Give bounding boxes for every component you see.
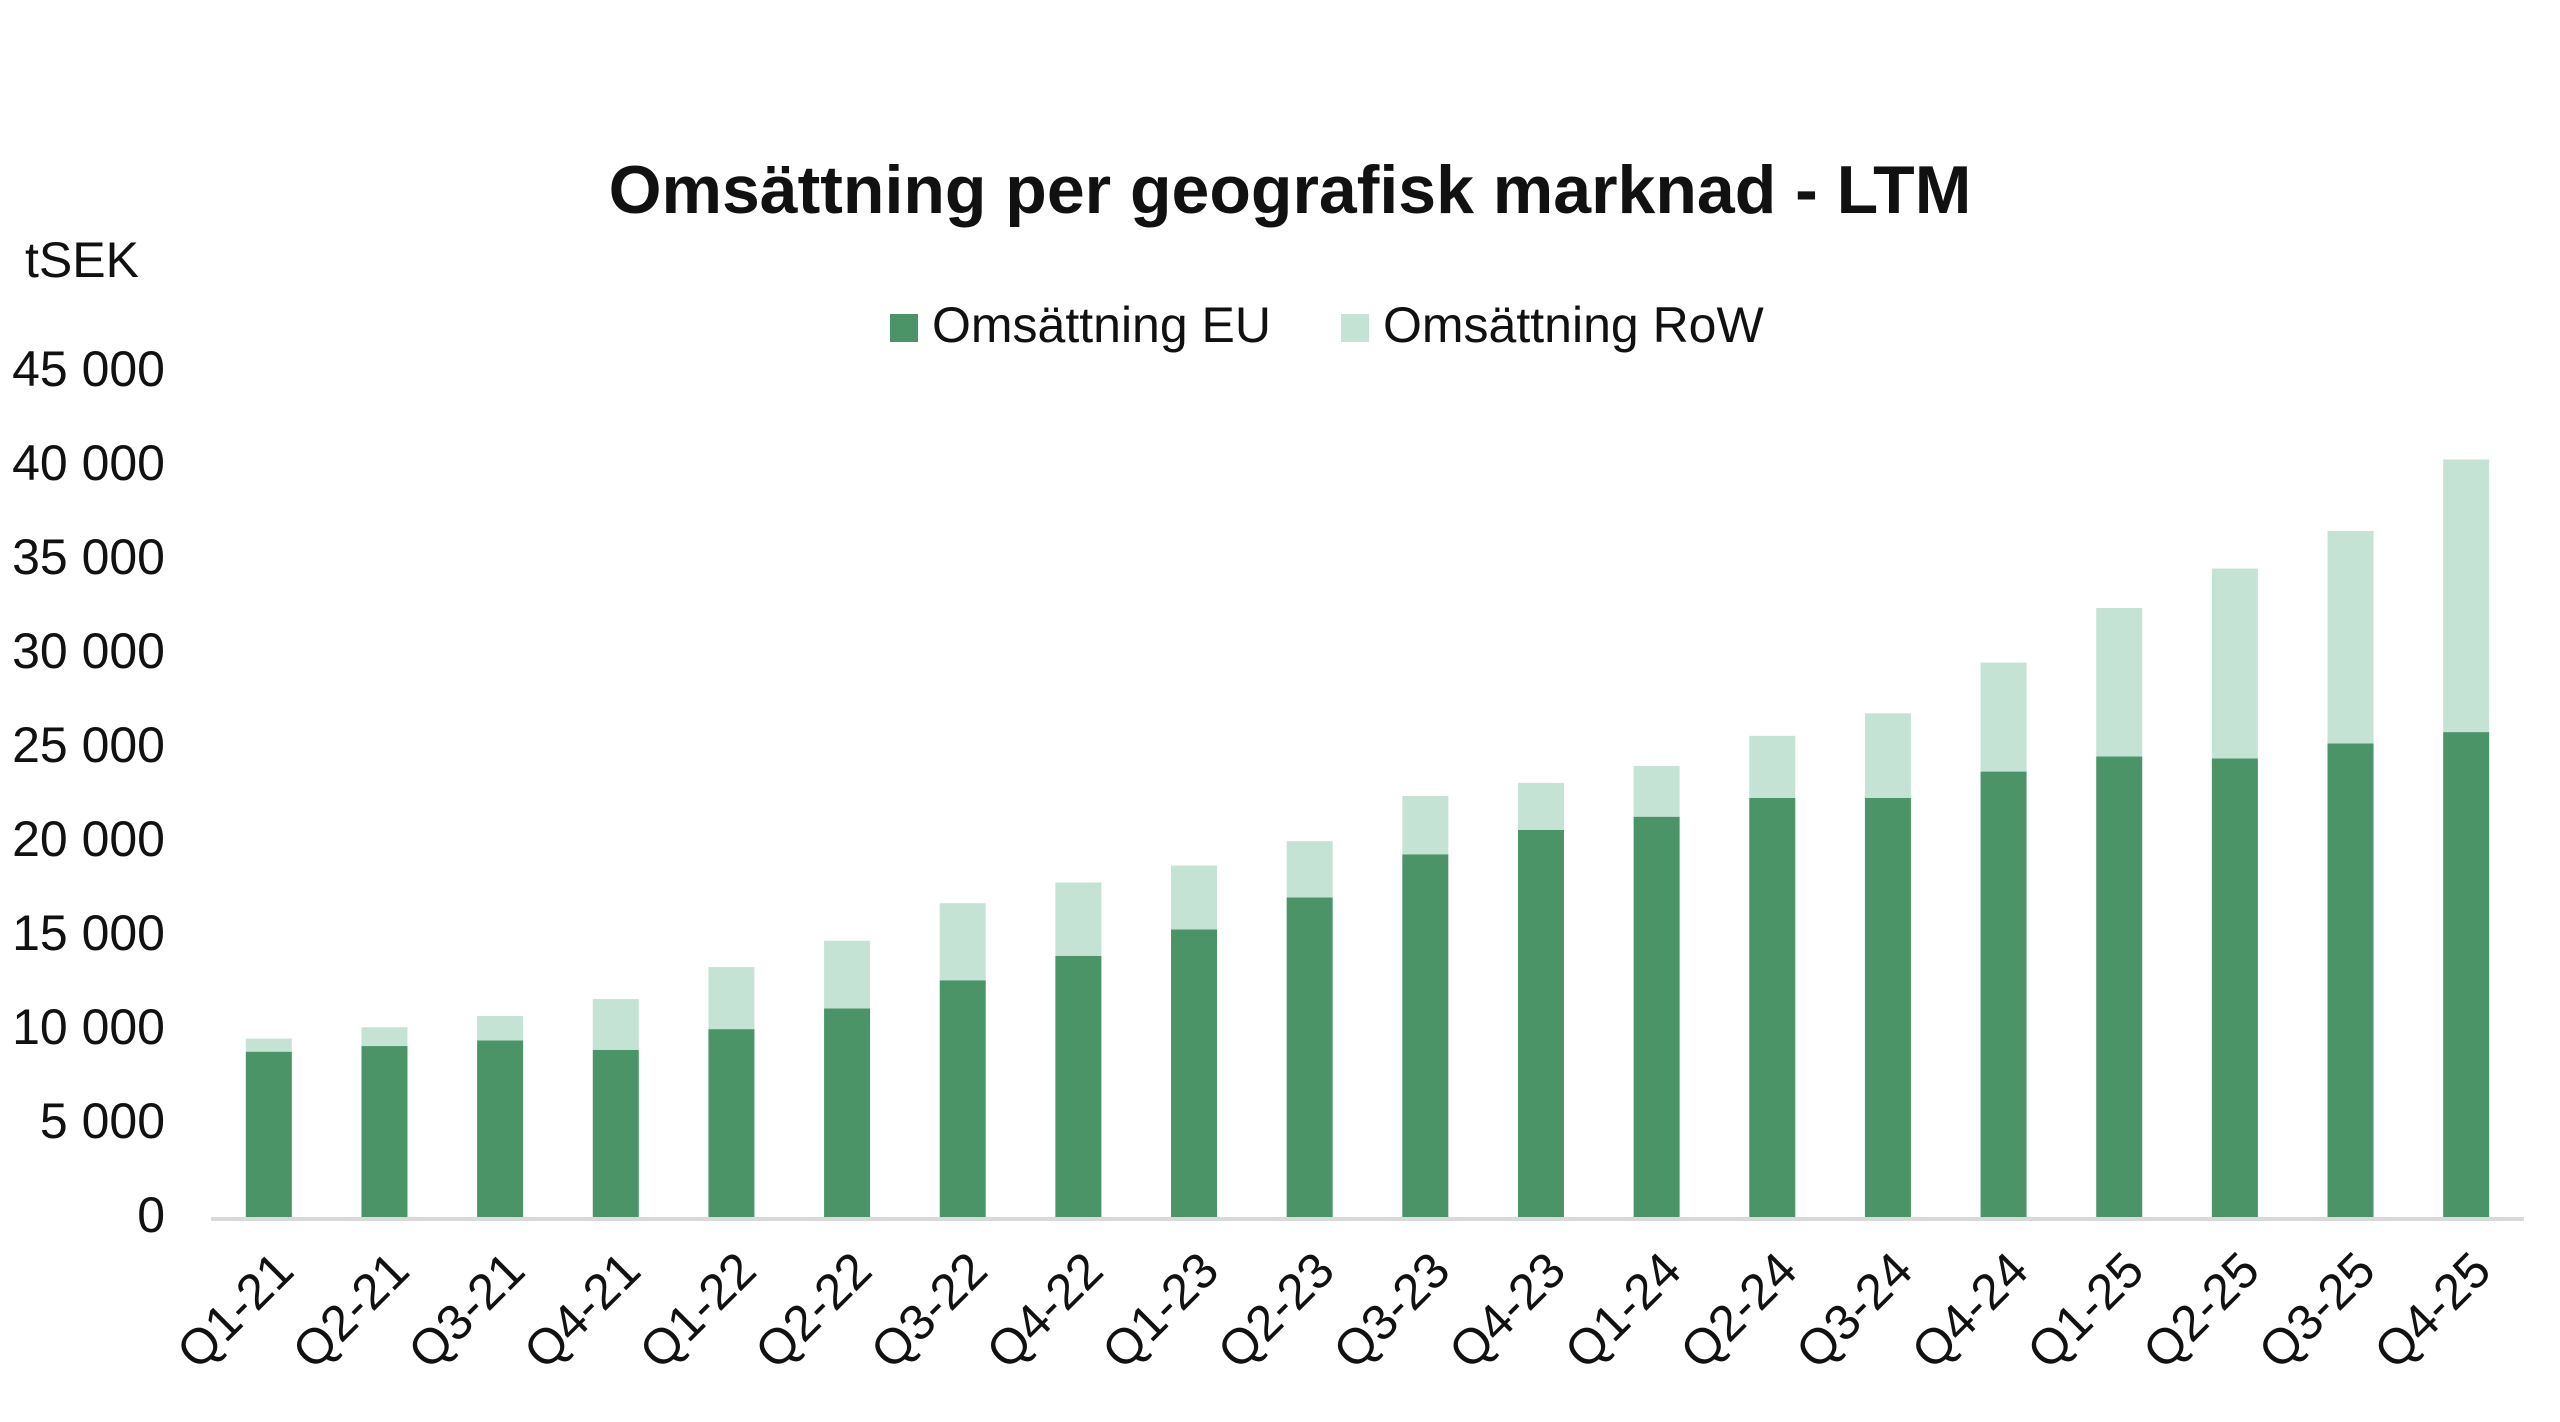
y-tick-label: 30 000	[12, 623, 165, 679]
bar-segment	[1286, 897, 1333, 1219]
bar-segment	[1980, 771, 2027, 1219]
y-tick-label: 10 000	[12, 999, 165, 1055]
y-tick-label: 0	[137, 1187, 165, 1243]
y-tick-label: 5 000	[40, 1093, 165, 1149]
bar-segment	[1055, 882, 1102, 956]
x-tick-label: Q1-23	[1091, 1242, 1229, 1380]
x-tick-label: Q2-21	[282, 1242, 420, 1380]
bar-segment	[2327, 530, 2374, 744]
x-tick-label: Q2-22	[744, 1242, 882, 1380]
bar-segment	[2443, 459, 2490, 733]
x-tick-label: Q4-21	[513, 1242, 651, 1380]
bar-segment	[1171, 865, 1218, 930]
bar-segment	[1864, 713, 1911, 798]
bar-segment	[1171, 929, 1218, 1219]
x-tick-label: Q1-22	[629, 1242, 767, 1380]
bar-segment	[1633, 816, 1680, 1219]
x-tick-label: Q2-25	[2132, 1242, 2270, 1380]
bar-segment	[824, 1008, 871, 1219]
x-tick-label: Q2-23	[1207, 1242, 1345, 1380]
bar-segment	[1517, 782, 1564, 830]
bar-segment	[245, 1038, 292, 1052]
bar-segment	[2096, 608, 2143, 757]
bar-segment	[939, 980, 986, 1219]
legend-label: Omsättning RoW	[1383, 297, 1764, 353]
bar-segment	[2211, 568, 2258, 759]
x-tick-label: Q3-25	[2248, 1242, 2386, 1380]
bar-segment	[1402, 796, 1449, 855]
chart-title: Omsättning per geografisk marknad - LTM	[609, 152, 1972, 228]
x-tick-label: Q2-24	[1670, 1242, 1808, 1380]
bar-segment	[245, 1051, 292, 1219]
bar-segment	[708, 1029, 755, 1219]
y-tick-label: 40 000	[12, 435, 165, 491]
x-tick-label: Q4-22	[976, 1242, 1114, 1380]
x-tick-label: Q3-21	[397, 1242, 535, 1380]
y-tick-label: 45 000	[12, 341, 165, 397]
y-tick-label: 20 000	[12, 811, 165, 867]
x-tick-label: Q3-23	[1323, 1242, 1461, 1380]
x-tick-label: Q1-24	[1554, 1242, 1692, 1380]
bar-segment	[1980, 662, 2027, 772]
bar-segment	[1864, 797, 1911, 1219]
y-tick-label: 25 000	[12, 717, 165, 773]
x-tick-label: Q4-24	[1901, 1242, 2039, 1380]
x-tick-label: Q1-21	[166, 1242, 304, 1380]
x-tick-label: Q3-24	[1785, 1242, 1923, 1380]
y-axis-label: tSEK	[25, 232, 139, 288]
bar-segment	[1055, 955, 1102, 1219]
x-tick-label: Q4-25	[2363, 1242, 2501, 1380]
bar-segment	[1749, 797, 1796, 1219]
bar-segment	[2211, 758, 2258, 1219]
bar-segment	[708, 967, 755, 1030]
legend-swatch	[890, 314, 918, 342]
bar-segment	[2096, 756, 2143, 1219]
bar-segment	[592, 999, 639, 1050]
bar-segment	[1402, 854, 1449, 1219]
x-tick-label: Q4-23	[1438, 1242, 1576, 1380]
bar-segment	[939, 903, 986, 981]
bar-segment	[1517, 829, 1564, 1219]
y-tick-label: 35 000	[12, 529, 165, 585]
bar-segment	[361, 1027, 408, 1047]
bar-segment	[1749, 735, 1796, 798]
x-tick-label: Q1-25	[2016, 1242, 2154, 1380]
x-tick-label: Q3-22	[860, 1242, 998, 1380]
bar-segment	[2327, 743, 2374, 1219]
y-tick-label: 15 000	[12, 905, 165, 961]
bar-segment	[1286, 841, 1333, 898]
legend-swatch	[1341, 314, 1370, 342]
legend-label: Omsättning EU	[932, 297, 1271, 353]
bar-segment	[361, 1046, 408, 1219]
bar-segment	[824, 940, 871, 1009]
bar-segment	[1633, 765, 1680, 817]
bar-segment	[477, 1015, 524, 1041]
bar-segment	[592, 1049, 639, 1219]
bar-segment	[477, 1040, 524, 1219]
bar-segment	[2443, 732, 2490, 1219]
